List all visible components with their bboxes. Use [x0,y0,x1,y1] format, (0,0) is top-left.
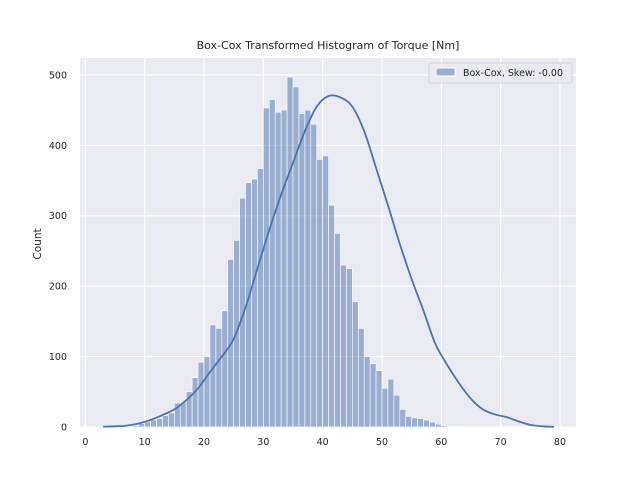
histogram-bar [209,324,217,428]
histogram-bar [369,363,377,428]
x-tick-label: 50 [376,437,388,448]
histogram-bar [298,113,306,428]
x-tick-label: 40 [317,437,329,448]
y-tick-label: 500 [49,70,67,81]
histogram-bar [435,423,442,428]
histogram-bar [328,204,335,428]
histogram-bar [132,425,140,428]
histogram-bar [197,361,205,428]
histogram-bar [179,402,187,428]
histogram-bar [286,76,294,428]
histogram-bar [387,378,395,428]
histogram-bar [446,425,454,428]
x-tick-label: 0 [82,437,88,448]
histogram-bar [280,109,288,428]
histogram-bar [304,109,312,428]
histogram-bar [156,418,163,428]
histogram-bar [215,328,223,428]
histogram-bar [162,415,169,428]
y-tick-label: 400 [49,141,67,152]
legend: Box-Cox, Skew: -0.00 [428,62,573,84]
histogram-bar [251,178,258,428]
histogram-bar [126,425,134,428]
histogram-bar [144,421,151,428]
histogram-bar [399,409,407,428]
histogram-bar [357,328,365,428]
x-tick-label: 80 [554,437,566,448]
histogram-bar [352,301,359,428]
histogram-bar [405,416,412,428]
x-tick-label: 70 [495,437,507,448]
histogram-bar [322,155,329,428]
chart-title: Box-Cox Transformed Histogram of Torque … [197,39,460,52]
x-tick-label: 20 [198,437,210,448]
y-axis-label: Count [32,228,44,259]
y-tick-label: 0 [61,423,67,434]
histogram-bar [423,419,430,428]
histogram-bar [381,387,389,428]
histogram-bar [268,99,276,428]
histogram-bar [411,417,418,428]
legend-swatch [435,67,456,77]
x-tick-label: 60 [435,437,447,448]
histogram-bar [257,168,264,428]
histogram-bar [191,377,199,428]
histogram-bar [363,356,371,428]
histogram-bar [274,111,282,428]
histogram-bar [334,233,341,428]
histogram-bar [340,264,347,428]
tick-labels: 0 10 20 30 40 50 60 70 80 0 100 200 300 400 500 [49,70,566,448]
x-tick-label: 30 [257,437,269,448]
histogram-bar [375,370,383,428]
histogram-bar [310,123,318,428]
histogram-bar [346,268,353,428]
histogram-bar [316,159,323,428]
y-tick-label: 100 [49,352,67,363]
kde-line [103,94,555,428]
legend-entry-label: Box-Cox, Skew: -0.00 [463,68,563,79]
histogram-bar [417,418,424,428]
y-tick-label: 300 [49,211,67,222]
histogram-bar [292,86,300,428]
y-tick-label: 200 [49,282,67,293]
histogram-bar [203,356,211,428]
histogram-bar [441,425,448,428]
histogram-bar [168,412,175,428]
legend-box [428,62,573,84]
histogram-bar [263,107,270,428]
histogram-bar [393,395,401,428]
histogram-bar [429,421,436,428]
histogram-bar [221,310,229,428]
x-tick-label: 10 [139,437,151,448]
histogram-bar [452,425,460,428]
histogram-bar [150,419,157,428]
